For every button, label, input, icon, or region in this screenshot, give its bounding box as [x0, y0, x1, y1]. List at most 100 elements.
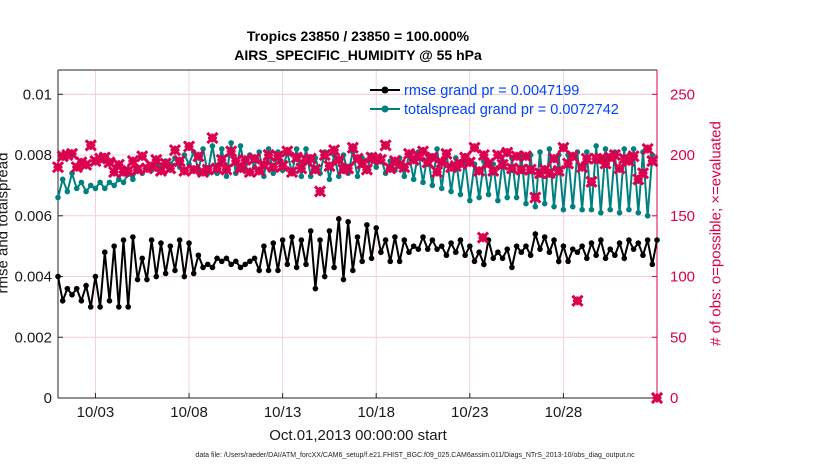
rmse-point [335, 216, 342, 222]
totalspread-point [467, 197, 473, 204]
rmse-point [635, 240, 642, 246]
totalspread-point [106, 179, 113, 186]
rmse-point [228, 261, 234, 268]
rmse-point [214, 255, 220, 262]
totalspread-point [593, 143, 599, 149]
totalspread-point [434, 146, 440, 152]
obs-evaluated-marker [168, 144, 182, 157]
obs-evaluated-marker [529, 191, 542, 204]
rmse-point [410, 243, 417, 249]
totalspread-point [607, 206, 614, 213]
obs-evaluated-marker [650, 391, 664, 405]
totalspread-point [130, 176, 136, 183]
x-tick-label: 10/18 [357, 404, 395, 421]
rmse-point [265, 267, 272, 274]
obs-evaluated-marker [285, 165, 299, 179]
rmse-point [186, 240, 192, 246]
obs-evaluated-marker [641, 142, 654, 156]
obs-evaluated-marker [192, 150, 205, 163]
obs-evaluated-marker [248, 152, 261, 165]
obs-evaluated-marker [580, 152, 593, 165]
rmse-point [139, 255, 146, 262]
y-axis-left-label: rmse and totalspread [0, 152, 12, 294]
rmse-point [111, 243, 117, 249]
totalspread-point [73, 185, 80, 192]
totalspread-point [621, 146, 628, 152]
rmse-point [312, 285, 319, 292]
obs-evaluated-marker [566, 150, 579, 163]
obs-evaluated-marker [318, 148, 331, 162]
obs-evaluated-marker [267, 161, 280, 174]
chart-subtitle: AIRS_SPECIFIC_HUMIDITY @ 55 hPa [234, 47, 482, 63]
obs-evaluated-marker [309, 163, 322, 176]
rmse-point [345, 219, 351, 225]
obs-evaluated-marker [313, 185, 327, 198]
obs-evaluated-marker [239, 153, 252, 167]
rmse-point [424, 246, 431, 252]
rmse-point [527, 252, 534, 259]
obs-evaluated-marker [519, 150, 533, 163]
obs-evaluated-marker [585, 175, 598, 188]
totalspread-point [87, 182, 94, 189]
rmse-point [602, 255, 609, 262]
rmse-point [130, 234, 136, 240]
rmse-point [392, 234, 398, 240]
obs-evaluated-marker [430, 165, 444, 179]
totalspread-point [373, 164, 380, 170]
obs-evaluated-marker [608, 148, 622, 162]
y-right-tick-label: 200 [670, 147, 695, 164]
totalspread-point [97, 179, 103, 186]
totalspread-point [635, 209, 642, 216]
totalspread-point [265, 146, 272, 152]
rmse-point [148, 237, 155, 243]
obs-evaluated-marker [234, 162, 247, 175]
totalspread-point [270, 170, 277, 177]
obs-evaluated-marker [290, 151, 303, 164]
obs-evaluated-marker [332, 153, 345, 167]
totalspread-point [401, 173, 408, 180]
rmse-point [621, 255, 628, 262]
rmse-point [612, 252, 618, 259]
obs-evaluated-marker [65, 147, 79, 160]
obs-evaluated-marker [281, 145, 294, 158]
totalspread-point [303, 146, 309, 152]
totalspread-point [546, 146, 553, 152]
rmse-point [626, 237, 632, 243]
rmse-point [654, 237, 660, 243]
x-tick-label: 10/08 [170, 404, 208, 421]
rmse-point [518, 249, 525, 256]
chart-title: Tropics 23850 / 23850 = 100.000% [246, 28, 470, 44]
rmse-point [434, 246, 440, 252]
totalspread-point [83, 188, 89, 195]
totalspread-point [293, 146, 300, 152]
obs-evaluated-marker [178, 164, 191, 177]
rmse-point [382, 237, 389, 243]
totalspread-point [101, 185, 108, 192]
obs-evaluated-marker [552, 164, 565, 177]
totalspread-point [429, 182, 436, 189]
obs-evaluated-marker [543, 167, 556, 180]
totalspread-point [78, 179, 85, 186]
rmse-point [321, 273, 328, 280]
rmse-point [293, 264, 300, 271]
rmse-point [200, 264, 206, 271]
rmse-point [195, 252, 202, 259]
rmse-point [499, 255, 506, 262]
obs-evaluated-marker [476, 231, 490, 244]
obs-evaluated-marker [187, 163, 200, 176]
obs-evaluated-marker [547, 152, 561, 165]
obs-evaluated-marker [646, 154, 659, 168]
rmse-point [101, 249, 108, 256]
totalspread-point [120, 179, 127, 186]
rmse-point [471, 258, 478, 265]
rmse-point [513, 243, 520, 249]
obs-evaluated-marker [515, 163, 528, 176]
obs-evaluated-marker [636, 167, 650, 180]
totalspread-point [228, 140, 234, 146]
rmse-point [331, 264, 337, 271]
obs-evaluated-marker [613, 162, 626, 175]
rmse-point [176, 237, 183, 243]
totalspread-point [209, 143, 216, 149]
totalspread-point [588, 206, 595, 213]
